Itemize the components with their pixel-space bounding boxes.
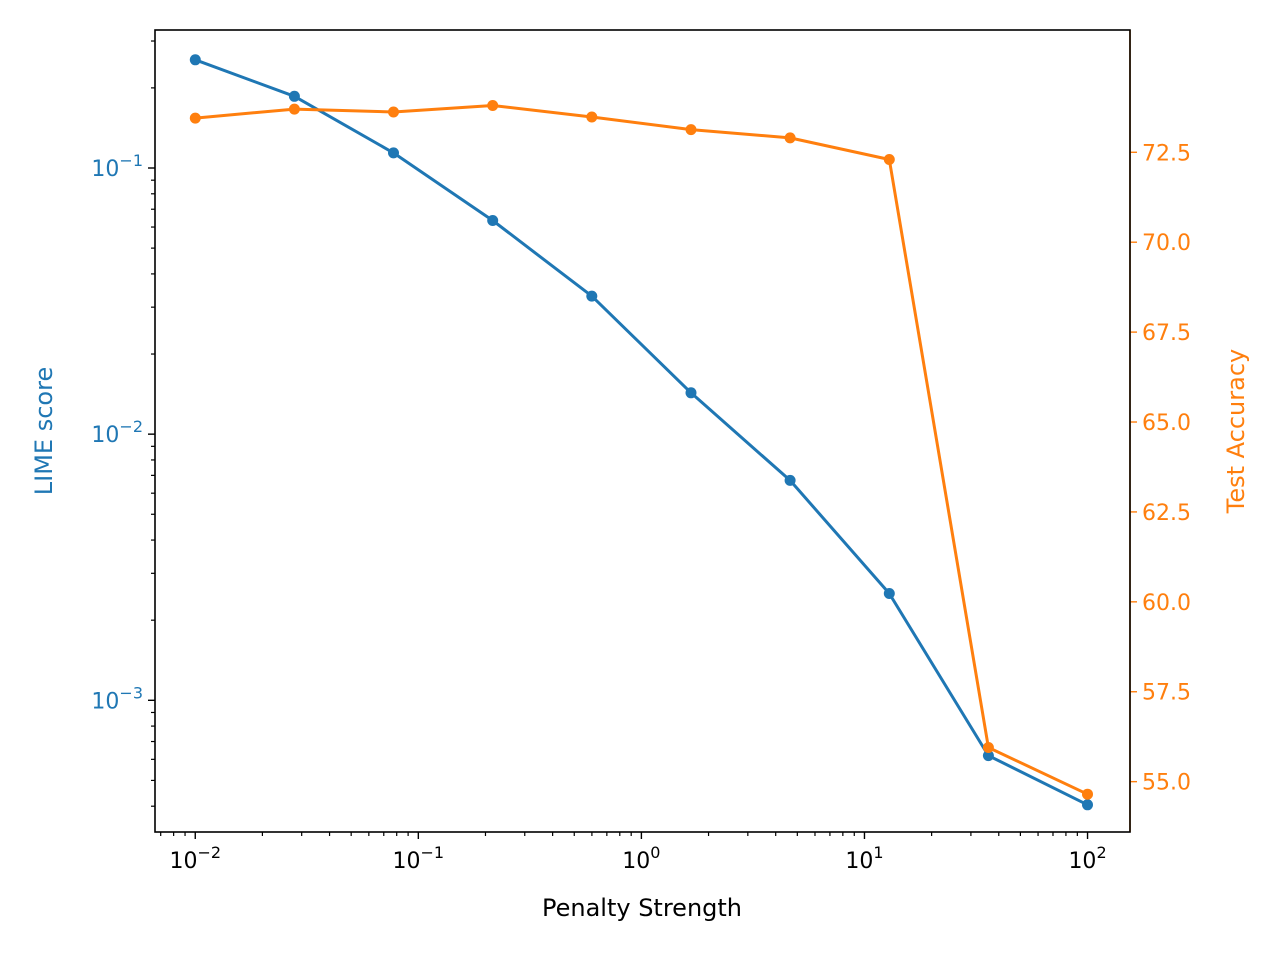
right-axis-label: Test Accuracy [1222, 349, 1250, 514]
right-tick-label: 62.5 [1142, 501, 1191, 526]
left-tick-label: 10−3 [91, 683, 143, 714]
series-1-point [189, 54, 201, 66]
series-1-point [388, 147, 399, 159]
left-tick-label: 10−2 [91, 417, 143, 448]
series-1-point [685, 387, 697, 399]
x-axis-label: Penalty Strength [542, 894, 742, 922]
series-2-point [288, 103, 300, 115]
left-axis-label: LIME score [30, 367, 58, 495]
right-tick-label: 65.0 [1142, 411, 1191, 436]
x-tick-label: 100 [622, 843, 660, 874]
x-tick-label: 10−1 [393, 843, 445, 874]
x-tick-label: 10−2 [169, 843, 221, 874]
x-tick-label: 101 [845, 843, 883, 874]
x-tick-label: 102 [1068, 843, 1106, 874]
series-1-line [194, 58, 1089, 807]
plot-area [155, 30, 1130, 832]
series-2-point [982, 742, 994, 753]
right-tick-label: 57.5 [1142, 681, 1191, 706]
series-2-line [195, 104, 1089, 796]
right-tick-label: 70.0 [1142, 231, 1191, 256]
right-tick-label: 67.5 [1142, 321, 1191, 346]
left-tick-label: 10−1 [91, 151, 143, 182]
series-2-point [883, 154, 895, 165]
series-1-point [586, 290, 598, 302]
series-1-point [487, 215, 499, 226]
right-tick-label: 60.0 [1142, 591, 1191, 616]
series-1-point [883, 588, 895, 599]
series-2-point [586, 111, 598, 123]
series-2-point [1082, 788, 1093, 800]
series-2-point [189, 112, 201, 124]
series-2-point [388, 106, 399, 118]
series-2-point [487, 100, 499, 111]
series-2-point [685, 124, 697, 136]
plot-frame [154, 29, 1131, 833]
right-tick-label: 72.5 [1142, 141, 1191, 166]
right-tick-label: 55.0 [1142, 771, 1191, 796]
series-1-point [982, 750, 994, 762]
series-1-point [288, 90, 300, 102]
series-1-point [784, 474, 796, 486]
series-1-point [1082, 799, 1093, 811]
chart-marks: 10−2 10−1 100 101 102 10−1 10−2 10−3 55.0 57.5 60.… [91, 30, 1191, 874]
series-2-point [784, 132, 796, 144]
